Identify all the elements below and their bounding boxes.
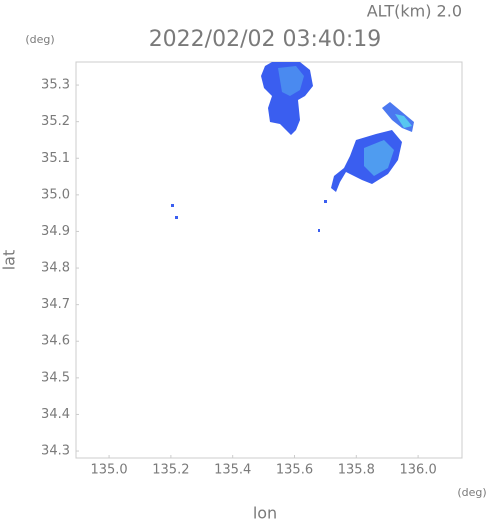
x-tick-label: 135.0 <box>90 463 127 478</box>
x-unit: (deg) <box>457 486 486 499</box>
echo <box>364 140 394 176</box>
echo <box>395 114 412 128</box>
echo <box>175 216 178 219</box>
y-tick-label: 35.2 <box>41 114 70 129</box>
y-tick-label: 34.6 <box>41 334 70 349</box>
y-tick-label: 34.5 <box>41 370 70 385</box>
chart-title: 2022/02/02 03:40:19 <box>149 27 382 52</box>
echo <box>324 200 327 203</box>
y-tick-label: 35.3 <box>41 78 70 93</box>
echo <box>171 204 174 207</box>
y-tick-label: 35.1 <box>41 151 70 166</box>
x-tick-label: 136.0 <box>400 463 437 478</box>
plot-frame <box>75 61 463 459</box>
y-axis-label: lat <box>0 250 19 271</box>
y-tick-label: 34.9 <box>41 224 70 239</box>
y-tick-label: 34.4 <box>41 407 70 422</box>
x-tick-label: 135.4 <box>214 463 251 478</box>
echo <box>278 66 304 96</box>
y-tick-label: 34.8 <box>41 261 70 276</box>
y-tick-label: 35.0 <box>41 187 70 202</box>
x-tick-label: 135.6 <box>276 463 313 478</box>
x-tick-label: 135.8 <box>338 463 375 478</box>
x-tick-label: 135.2 <box>152 463 189 478</box>
echo <box>318 229 320 232</box>
y-tick-label: 34.7 <box>41 297 70 312</box>
x-axis-label: lon <box>253 504 277 521</box>
y-unit: (deg) <box>25 33 54 46</box>
radar-echoes <box>171 62 414 232</box>
subtitle: ALT(km) 2.0 <box>367 2 462 21</box>
y-tick-label: 34.3 <box>41 444 70 459</box>
